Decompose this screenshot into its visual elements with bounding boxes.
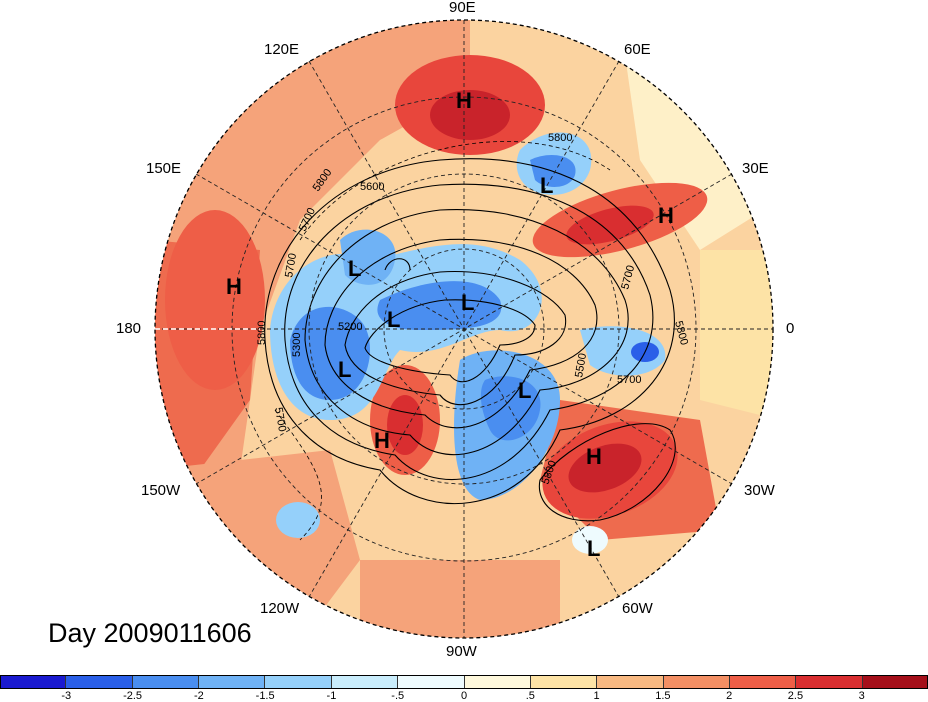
pressure-centers: H L H L H L L L L H H L <box>226 88 674 561</box>
colorbar-segment <box>530 675 598 689</box>
colorbar-segment <box>0 675 67 689</box>
lon-label-30w: 30W <box>744 482 775 499</box>
date-label: Day 2009011606 <box>48 618 252 648</box>
colorbar-segment <box>398 675 465 689</box>
colorbar <box>0 675 928 689</box>
colorbar-segment <box>66 675 133 689</box>
lon-label-120e: 120E <box>264 41 300 58</box>
lon-label-60w: 60W <box>622 600 653 617</box>
colorbar-segment <box>265 675 332 689</box>
colorbar-segment <box>199 675 266 689</box>
colorbar-tick-label: 1.5 <box>655 690 671 702</box>
contour-label: 5700 <box>617 374 641 386</box>
colorbar-segment <box>729 675 797 689</box>
colorbar-segment <box>331 675 399 689</box>
lon-label-90e: 90E <box>449 0 476 16</box>
colorbar-segment <box>464 675 531 689</box>
colorbar-tick-label: 2 <box>726 690 733 702</box>
colorbar-tick-label: -1.5 <box>255 690 275 702</box>
map-boundary <box>154 19 774 639</box>
contour-label: 5700 <box>283 252 299 278</box>
contour-label: 5800 <box>548 132 572 144</box>
colorbar-segment <box>796 675 863 689</box>
colorbar-tick-label: .5 <box>525 690 535 702</box>
colorbar-tick-label: -.5 <box>391 690 405 702</box>
colorbar-tick-label: -2 <box>193 690 204 702</box>
lon-label-120w: 120W <box>260 600 300 617</box>
low-pressure-marker: L <box>518 378 531 403</box>
low-pressure-marker: L <box>348 256 361 281</box>
high-pressure-marker: H <box>226 274 242 299</box>
lon-label-180: 180 <box>116 320 142 337</box>
colorbar-segment <box>132 675 200 689</box>
colorbar-tick-label: 3 <box>858 690 865 702</box>
lon-label-30e: 30E <box>742 160 769 177</box>
contour-label: 5600 <box>360 181 384 193</box>
high-pressure-marker: H <box>586 444 602 469</box>
lon-label-0: 0 <box>786 320 795 337</box>
low-pressure-marker: L <box>338 357 351 382</box>
colorbar-tick-label: 2.5 <box>787 690 804 702</box>
low-pressure-marker: L <box>461 290 474 315</box>
polar-anomaly-map: 5800 5600 5800 5700 5700 5200 5800 5300 … <box>154 19 774 639</box>
lon-label-90w: 90W <box>446 643 477 660</box>
colorbar-tick-label: 0 <box>460 690 468 702</box>
colorbar-segment <box>597 675 664 689</box>
contour-label: 5500 <box>573 352 589 378</box>
contour-label: 5300 <box>291 333 303 357</box>
lon-label-150e: 150E <box>146 160 182 177</box>
colorbar-tick-label: -1 <box>326 690 337 702</box>
contour-label: 5200 <box>338 321 362 333</box>
colorbar-segment <box>663 675 730 689</box>
lon-label-150w: 150W <box>141 482 181 499</box>
high-pressure-marker: H <box>658 203 674 228</box>
colorbar-tick-label: 1 <box>593 690 600 702</box>
contour-label: 5700 <box>272 406 288 432</box>
colorbar-tick-label: -3 <box>61 690 72 702</box>
low-pressure-marker: L <box>587 536 600 561</box>
contour-label: 5800 <box>256 321 268 345</box>
high-pressure-marker: H <box>456 88 472 113</box>
high-pressure-marker: H <box>374 428 390 453</box>
colorbar-segment <box>862 675 928 689</box>
lon-label-60e: 60E <box>624 41 651 58</box>
low-pressure-marker: L <box>387 307 400 332</box>
low-pressure-marker: L <box>540 173 553 198</box>
colorbar-tick-label: -2.5 <box>123 690 143 702</box>
